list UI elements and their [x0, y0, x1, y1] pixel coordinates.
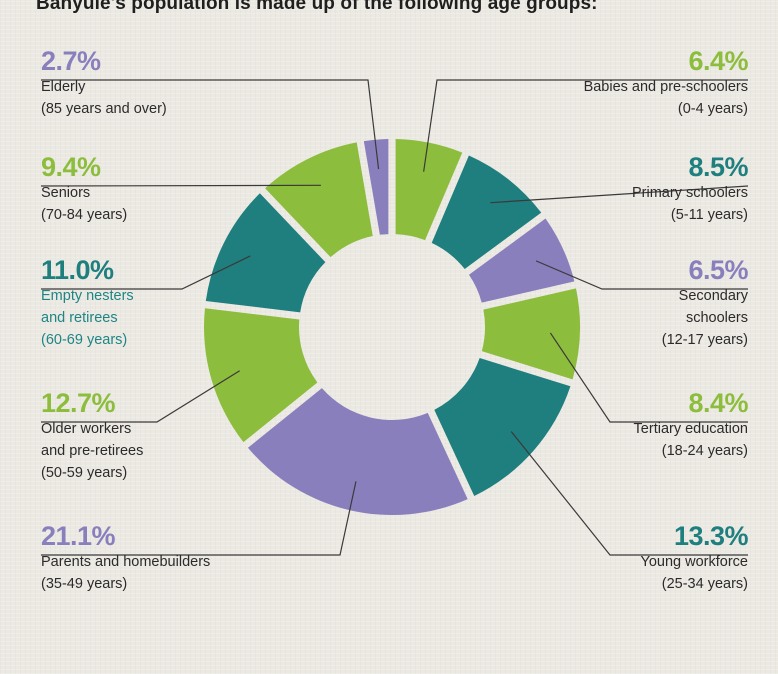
leader-line-empty-nesters: [41, 255, 251, 290]
slice-value-older-workers: 12.7%: [41, 388, 116, 418]
slice-label-babies: Babies and pre-schoolers (0-4 years): [583, 79, 748, 117]
slice-elderly: [363, 139, 389, 235]
label-parents: 21.1% Parents and homebuilders (35-49 ye…: [41, 521, 341, 595]
slice-value-primary: 8.5%: [688, 152, 748, 182]
slice-value-tertiary: 8.4%: [688, 388, 748, 418]
label-older-workers: 12.7% Older workers and pre-retirees (50…: [41, 388, 341, 484]
slice-value-elderly: 2.7%: [41, 46, 101, 76]
slice-seniors: [265, 142, 373, 258]
slice-value-young-workforce: 13.3%: [673, 521, 749, 551]
slice-value-seniors: 9.4%: [41, 152, 101, 182]
donut-slices: [204, 139, 580, 515]
label-elderly: 2.7% Elderly (85 years and over): [41, 46, 341, 120]
slice-label-older-workers: Older workers and pre-retirees (50-59 ye…: [41, 421, 144, 481]
slice-label-tertiary: Tertiary education (18-24 years): [633, 421, 748, 459]
slice-label-empty-nesters: Empty nesters and retirees (60-69 years): [41, 288, 134, 348]
slice-babies: [395, 139, 463, 241]
slice-value-parents: 21.1%: [41, 521, 116, 551]
label-primary: 8.5% Primary schoolers (5-11 years): [448, 152, 749, 226]
label-secondary: 6.5% Secondary schoolers (12-17 years): [448, 255, 749, 351]
slice-secondary: [468, 218, 575, 303]
slice-older-workers: [204, 308, 318, 443]
slice-tertiary: [481, 288, 580, 380]
leader-line-young-workforce: [510, 431, 748, 556]
slice-label-young-workforce: Young workforce (25-34 years): [640, 554, 748, 592]
label-young-workforce: 13.3% Young workforce (25-34 years): [448, 521, 749, 595]
slice-label-elderly: Elderly (85 years and over): [41, 79, 167, 117]
leader-line-primary: [490, 185, 749, 204]
slice-empty-nesters: [205, 193, 326, 313]
leader-line-older-workers: [41, 370, 240, 423]
chart-title: Banyule's population is made up of the f…: [36, 0, 598, 14]
slice-value-empty-nesters: 11.0%: [41, 255, 114, 285]
leader-line-elderly: [41, 79, 380, 170]
label-empty-nesters: 11.0% Empty nesters and retirees (60-69 …: [41, 255, 341, 351]
slice-label-seniors: Seniors (70-84 years): [41, 185, 128, 223]
slice-value-babies: 6.4%: [688, 46, 748, 76]
label-seniors: 9.4% Seniors (70-84 years): [41, 152, 341, 226]
label-babies: 6.4% Babies and pre-schoolers (0-4 years…: [448, 46, 749, 120]
leader-line-babies: [423, 79, 748, 172]
leader-line-seniors: [40, 184, 321, 187]
label-tertiary: 8.4% Tertiary education (18-24 years): [448, 388, 749, 462]
slice-label-parents: Parents and homebuilders (35-49 years): [41, 554, 211, 592]
leader-lines: [40, 79, 749, 556]
slice-label-primary: Primary schoolers (5-11 years): [631, 185, 748, 223]
leader-line-tertiary: [549, 332, 748, 423]
slice-label-secondary: Secondary schoolers (12-17 years): [661, 288, 748, 348]
leader-line-parents: [41, 481, 357, 556]
slice-primary: [431, 155, 542, 269]
slice-young-workforce: [434, 358, 571, 497]
slice-value-secondary: 6.5%: [688, 255, 748, 285]
slice-parents: [247, 388, 468, 515]
leader-line-secondary: [535, 260, 748, 290]
